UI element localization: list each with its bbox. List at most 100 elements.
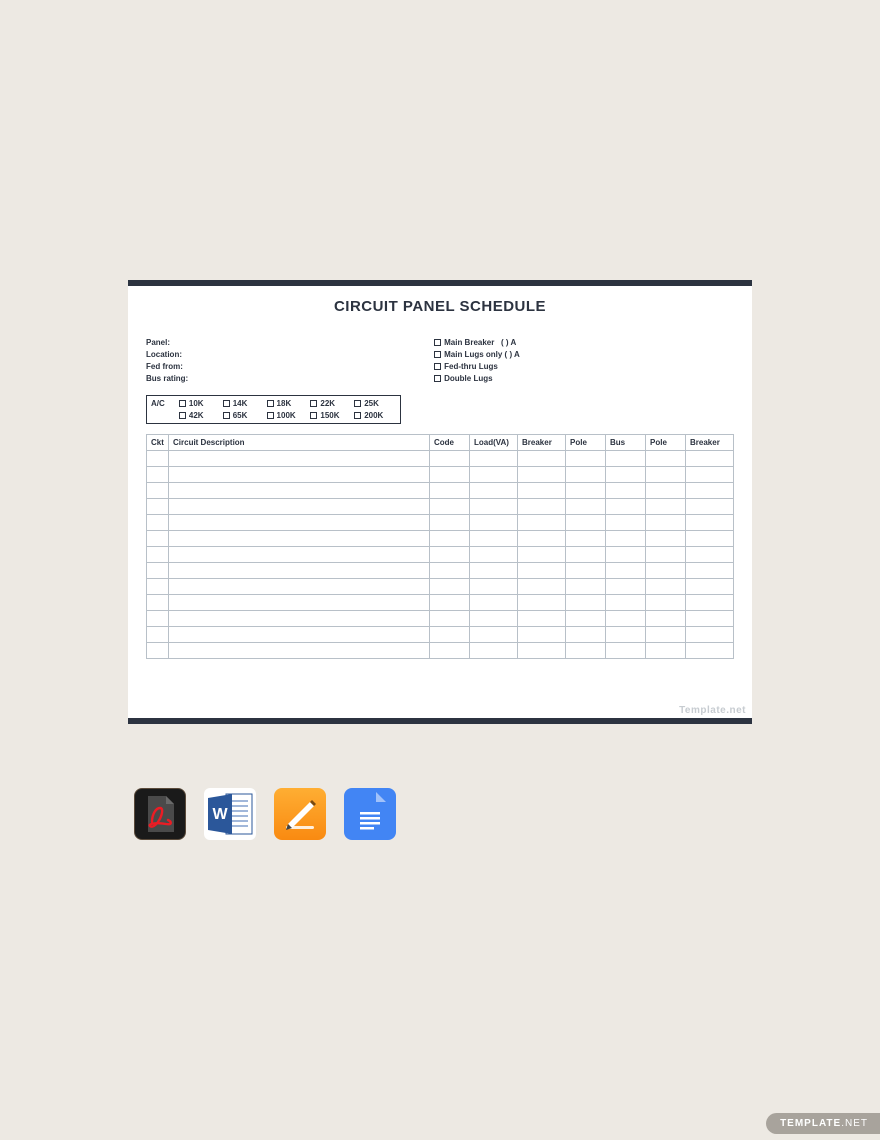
pages-icon[interactable] [274, 788, 326, 840]
ac-row-1: A/C 10K 14K 18K 22K 25K [151, 399, 396, 408]
checkbox-icon [310, 412, 317, 419]
table-cell [470, 515, 518, 531]
table-cell [518, 451, 566, 467]
table-cell [566, 451, 606, 467]
table-cell [646, 451, 686, 467]
table-cell [518, 499, 566, 515]
table-cell [606, 451, 646, 467]
table-cell [686, 483, 734, 499]
col-pole2: Pole [646, 435, 686, 451]
ac-item: 200K [354, 411, 396, 420]
label-fed-from: Fed from: [146, 361, 434, 373]
table-cell [518, 643, 566, 659]
table-cell [470, 451, 518, 467]
brand-badge[interactable]: TEMPLATE.NET [766, 1113, 880, 1134]
table-cell [147, 531, 169, 547]
checkbox-icon [310, 400, 317, 407]
ac-item: 150K [310, 411, 352, 420]
table-cell [430, 563, 470, 579]
table-cell [566, 595, 606, 611]
table-cell [518, 547, 566, 563]
table-cell [566, 547, 606, 563]
table-cell [646, 499, 686, 515]
table-cell [169, 611, 430, 627]
table-cell [430, 467, 470, 483]
table-cell [518, 467, 566, 483]
table-cell [606, 483, 646, 499]
table-row [147, 579, 734, 595]
table-cell [147, 595, 169, 611]
svg-text:W: W [212, 806, 228, 823]
col-load: Load(VA) [470, 435, 518, 451]
table-cell [606, 643, 646, 659]
table-cell [430, 595, 470, 611]
table-cell [147, 579, 169, 595]
table-cell [606, 515, 646, 531]
table-cell [470, 483, 518, 499]
pdf-icon[interactable] [134, 788, 186, 840]
meta-left: Panel: Location: Fed from: Bus rating: [146, 337, 434, 385]
checkbox-icon [354, 400, 361, 407]
google-docs-icon[interactable] [344, 788, 396, 840]
label-panel: Panel: [146, 337, 434, 349]
table-cell [169, 547, 430, 563]
table-cell [147, 643, 169, 659]
word-glyph: W [204, 788, 256, 840]
table-cell [169, 451, 430, 467]
checkbox-icon [179, 412, 186, 419]
brand-bold: TEMPLATE [780, 1118, 841, 1129]
ac-item: 42K [179, 411, 221, 420]
opt-fed-thru: Fed-thru Lugs [434, 361, 734, 373]
checkbox-icon [354, 412, 361, 419]
table-cell [430, 531, 470, 547]
table-cell [686, 547, 734, 563]
checkbox-icon [267, 412, 274, 419]
table-cell [686, 611, 734, 627]
table-cell [646, 483, 686, 499]
table-cell [646, 515, 686, 531]
table-cell [518, 611, 566, 627]
table-cell [430, 515, 470, 531]
word-icon[interactable]: W [204, 788, 256, 840]
ac-label: A/C [151, 399, 177, 408]
table-cell [566, 467, 606, 483]
table-cell [646, 467, 686, 483]
table-cell [606, 531, 646, 547]
table-cell [169, 483, 430, 499]
table-cell [646, 595, 686, 611]
table-cell [430, 643, 470, 659]
table-cell [606, 467, 646, 483]
table-cell [147, 611, 169, 627]
table-cell [470, 467, 518, 483]
table-cell [518, 627, 566, 643]
table-cell [566, 579, 606, 595]
table-cell [169, 627, 430, 643]
table-cell [686, 627, 734, 643]
table-cell [606, 563, 646, 579]
table-cell [686, 579, 734, 595]
opt-main-lugs: Main Lugs only ( ) A [434, 349, 734, 361]
table-cell [646, 579, 686, 595]
table-cell [686, 515, 734, 531]
table-cell [470, 563, 518, 579]
table-cell [169, 467, 430, 483]
table-cell [430, 451, 470, 467]
table-cell [470, 627, 518, 643]
ac-rating-box: A/C 10K 14K 18K 22K 25K 42K 65K 100K 150… [146, 395, 401, 424]
table-row [147, 467, 734, 483]
table-cell [470, 643, 518, 659]
table-cell [169, 531, 430, 547]
checkbox-icon [434, 363, 441, 370]
table-row [147, 451, 734, 467]
col-pole: Pole [566, 435, 606, 451]
table-row [147, 515, 734, 531]
table-cell [147, 627, 169, 643]
table-row [147, 531, 734, 547]
checkbox-icon [267, 400, 274, 407]
table-row [147, 627, 734, 643]
checkbox-icon [434, 351, 441, 358]
format-icons-row: W [134, 788, 396, 840]
ac-item: 100K [267, 411, 309, 420]
table-cell [566, 483, 606, 499]
table-cell [430, 499, 470, 515]
